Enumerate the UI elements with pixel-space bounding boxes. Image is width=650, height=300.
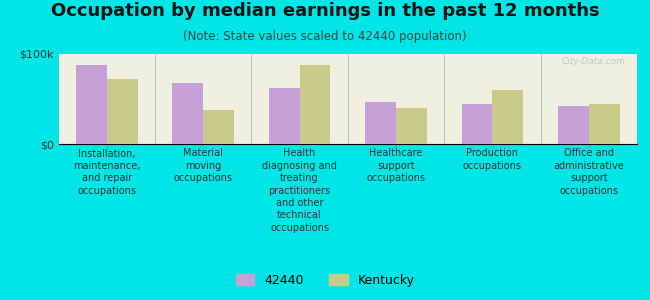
Text: Occupation by median earnings in the past 12 months: Occupation by median earnings in the pas… <box>51 2 599 20</box>
Bar <box>203 110 234 144</box>
Text: Material
moving
occupations: Material moving occupations <box>174 148 233 183</box>
Bar <box>365 102 396 144</box>
Text: (Note: State values scaled to 42440 population): (Note: State values scaled to 42440 popu… <box>183 30 467 43</box>
Text: Health
diagnosing and
treating
practitioners
and other
technical
occupations: Health diagnosing and treating practitio… <box>262 148 337 233</box>
Bar <box>268 88 300 144</box>
Bar <box>493 90 523 144</box>
Legend: 42440, Kentucky: 42440, Kentucky <box>232 270 418 291</box>
Text: Installation,
maintenance,
and repair
occupations: Installation, maintenance, and repair oc… <box>73 148 140 196</box>
Text: Office and
administrative
support
occupations: Office and administrative support occupa… <box>553 148 624 196</box>
Text: City-Data.com: City-Data.com <box>562 57 625 66</box>
Text: Production
occupations: Production occupations <box>463 148 522 171</box>
Text: Healthcare
support
occupations: Healthcare support occupations <box>367 148 426 183</box>
Bar <box>172 83 203 144</box>
Bar <box>300 65 330 144</box>
Bar <box>107 79 138 144</box>
Bar <box>589 104 619 144</box>
Bar <box>76 65 107 144</box>
Bar <box>396 108 427 144</box>
Bar <box>558 106 589 144</box>
Bar <box>462 104 492 144</box>
